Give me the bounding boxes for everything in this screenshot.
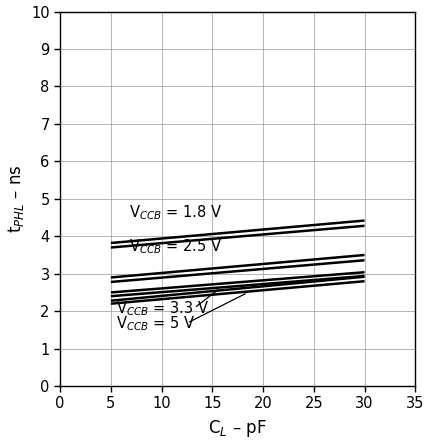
Text: V$_{CCB}$ = 1.8 V: V$_{CCB}$ = 1.8 V [129, 204, 222, 222]
Text: V$_{CCB}$ = 5 V: V$_{CCB}$ = 5 V [116, 314, 195, 332]
X-axis label: C$_L$ – pF: C$_L$ – pF [209, 418, 267, 440]
Text: V$_{CCB}$ = 3.3 V: V$_{CCB}$ = 3.3 V [116, 299, 209, 318]
Text: V$_{CCB}$ = 2.5 V: V$_{CCB}$ = 2.5 V [129, 238, 222, 256]
Y-axis label: t$_{PHL}$ – ns: t$_{PHL}$ – ns [6, 165, 25, 233]
